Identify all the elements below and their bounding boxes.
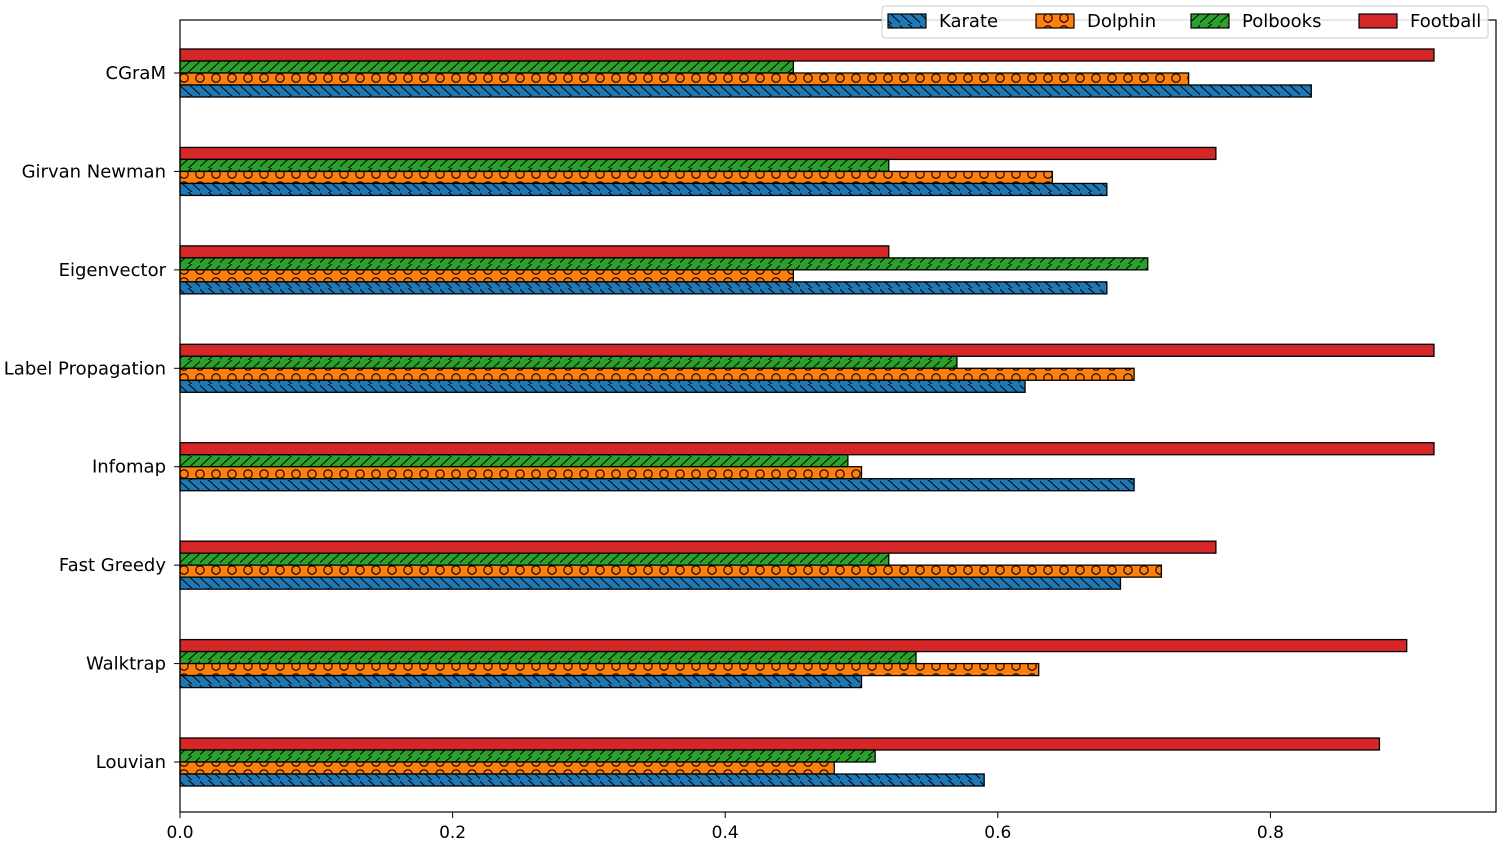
bar-polbooks-3 (179, 355, 958, 369)
legend-label: Dolphin (1087, 11, 1156, 32)
bar-karate-2 (179, 281, 1108, 295)
x-tick-label: 0.0 (166, 823, 193, 843)
bar-polbooks-7 (179, 749, 876, 763)
bar-football-7 (179, 737, 1381, 751)
x-tick-label: 0.6 (984, 823, 1011, 843)
bar-football-5 (179, 540, 1217, 554)
legend: Karate Dolphin Polbooks Football (881, 5, 1489, 39)
bar-dolphin-5 (179, 564, 1163, 578)
bar-dolphin-3 (179, 367, 1135, 381)
axes-layer: CGraM Girvan Newman Eigenvector Label Propa… (4, 19, 1497, 843)
category-label: Eigenvector (59, 260, 167, 281)
bar-karate-3 (179, 379, 1026, 393)
x-tick-label: 0.4 (712, 823, 739, 843)
x-tick-label: 0.8 (1257, 823, 1284, 843)
bar-football-3 (179, 343, 1435, 357)
bar-karate-5 (179, 576, 1122, 590)
category-label: Girvan Newman (22, 161, 166, 182)
bar-dolphin-0 (179, 72, 1190, 86)
category-label: Walktrap (86, 654, 166, 675)
category-label: Label Propagation (4, 358, 166, 379)
category-label: CGraM (106, 63, 166, 84)
legend-label: Polbooks (1242, 11, 1321, 32)
x-tick-label: 0.2 (439, 823, 466, 843)
bar-karate-7 (179, 773, 985, 787)
bar-dolphin-6 (179, 662, 1040, 677)
bar-football-2 (179, 245, 890, 259)
bar-karate-1 (179, 182, 1108, 197)
bars-layer (179, 48, 1435, 787)
bar-karate-6 (179, 674, 863, 689)
bar-dolphin-7 (179, 761, 835, 775)
bar-football-4 (179, 442, 1435, 456)
legend-entry-football: Football (1358, 11, 1481, 32)
bar-polbooks-1 (179, 158, 890, 173)
legend-entry-polbooks: Polbooks (1190, 11, 1321, 32)
bar-polbooks-4 (179, 454, 849, 468)
legend-label: Karate (939, 11, 998, 32)
bar-dolphin-4 (179, 466, 863, 480)
bar-football-0 (179, 48, 1435, 62)
category-label: Infomap (92, 457, 166, 478)
bar-karate-4 (179, 478, 1135, 492)
legend-entry-karate: Karate (887, 11, 998, 32)
category-label: Fast Greedy (59, 555, 166, 576)
bar-football-1 (179, 146, 1217, 161)
bar-football-6 (179, 638, 1408, 653)
bar-polbooks-2 (179, 257, 1149, 271)
legend-box (881, 5, 1489, 39)
legend-label: Football (1410, 11, 1481, 32)
bar-dolphin-1 (179, 170, 1053, 185)
bar-polbooks-5 (179, 552, 890, 566)
bar-dolphin-2 (179, 269, 794, 283)
plot-frame (179, 19, 1497, 813)
legend-entry-dolphin: Dolphin (1035, 11, 1156, 32)
bar-polbooks-0 (179, 60, 794, 74)
bar-karate-0 (179, 84, 1312, 98)
bar-polbooks-6 (179, 650, 917, 665)
category-label: Louvian (96, 752, 166, 773)
